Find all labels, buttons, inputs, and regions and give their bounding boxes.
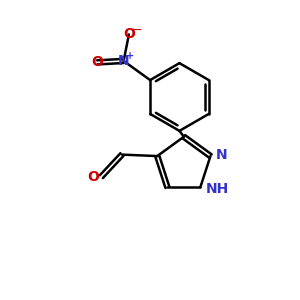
Text: O: O bbox=[123, 27, 135, 41]
Text: O: O bbox=[91, 56, 103, 69]
Text: +: + bbox=[126, 51, 134, 61]
Text: O: O bbox=[87, 170, 99, 184]
Text: N: N bbox=[216, 148, 227, 163]
Text: −: − bbox=[132, 24, 142, 38]
Text: NH: NH bbox=[206, 182, 229, 196]
Text: N: N bbox=[118, 54, 129, 68]
